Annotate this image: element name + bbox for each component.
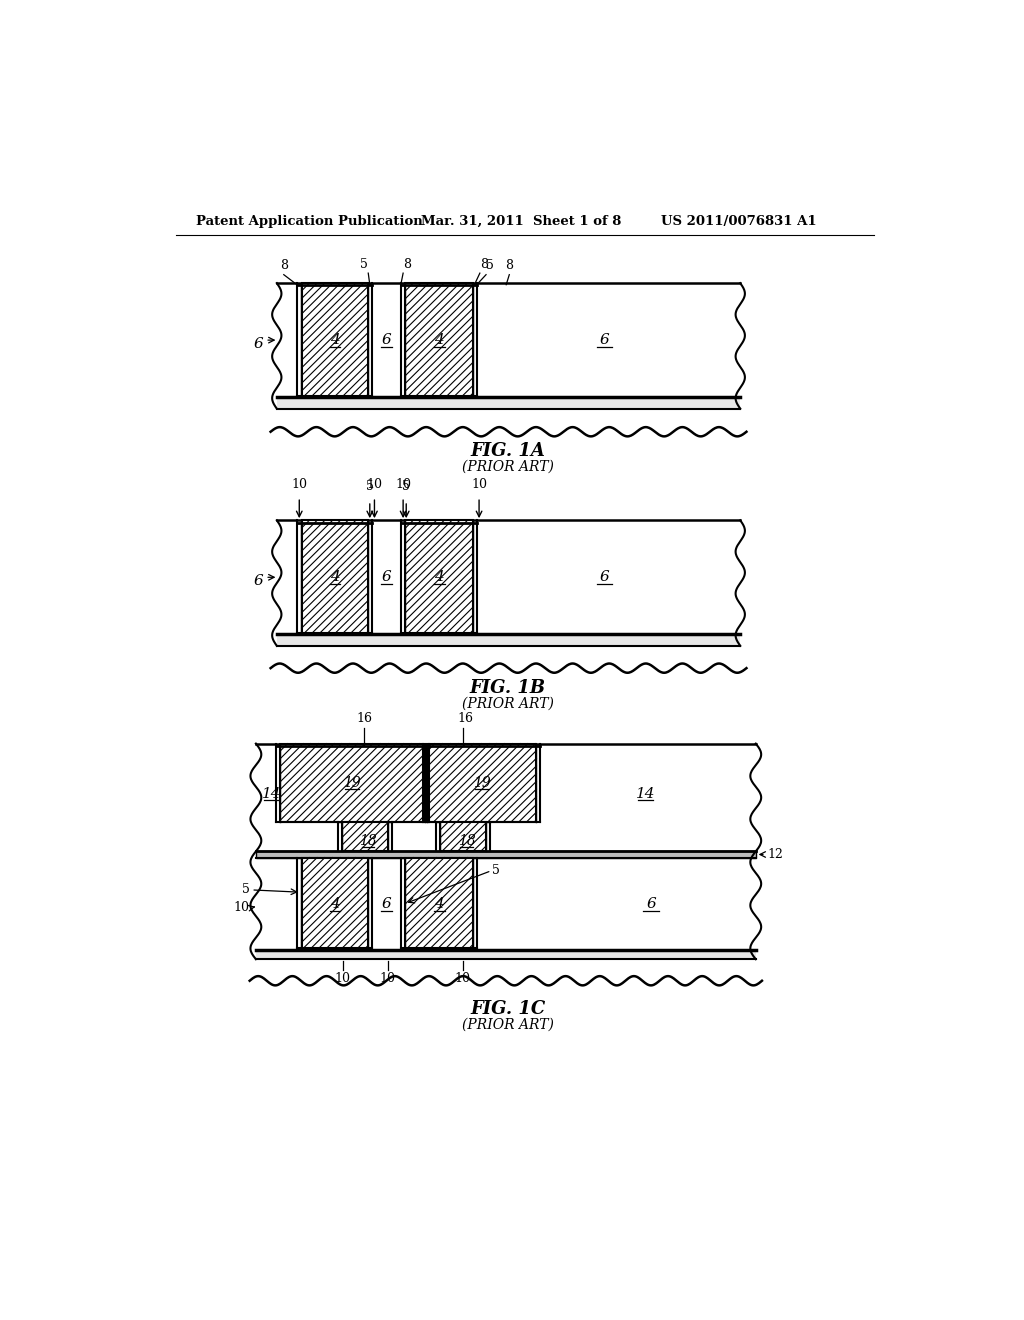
Text: 8: 8 (480, 257, 487, 271)
Text: 8: 8 (505, 259, 513, 272)
Bar (302, 284, 369, 397)
Text: 4: 4 (330, 896, 340, 911)
Text: 5: 5 (242, 883, 250, 896)
Text: 6: 6 (382, 570, 391, 585)
Text: 10: 10 (233, 902, 250, 915)
Text: Mar. 31, 2011  Sheet 1 of 8: Mar. 31, 2011 Sheet 1 of 8 (421, 215, 622, 228)
Bar (256, 851, 756, 858)
Text: 5: 5 (360, 257, 369, 271)
Text: 5: 5 (486, 259, 494, 272)
Text: FIG. 1A: FIG. 1A (470, 442, 545, 459)
Bar (302, 858, 369, 950)
Text: 18: 18 (458, 834, 475, 847)
Text: 19: 19 (343, 776, 361, 789)
Text: 5: 5 (366, 479, 374, 492)
Text: FIG. 1B: FIG. 1B (470, 680, 546, 697)
Text: 12: 12 (767, 847, 783, 861)
Text: 8: 8 (280, 259, 288, 272)
Text: (PRIOR ART): (PRIOR ART) (462, 1018, 554, 1032)
Text: Patent Application Publication: Patent Application Publication (197, 215, 423, 228)
Text: 19: 19 (473, 776, 490, 789)
Text: 5: 5 (402, 479, 411, 492)
Bar (427, 743, 537, 822)
Text: 18: 18 (359, 834, 377, 847)
Bar (342, 822, 388, 851)
Text: 10: 10 (380, 972, 395, 985)
Text: 4: 4 (434, 333, 444, 347)
Text: 4: 4 (330, 570, 340, 585)
Text: 14: 14 (261, 787, 282, 801)
Text: 10: 10 (335, 972, 350, 985)
Text: 16: 16 (458, 711, 474, 725)
Text: 6: 6 (254, 574, 263, 589)
Text: 4: 4 (434, 570, 444, 585)
Text: 10: 10 (471, 478, 487, 491)
Text: 10: 10 (367, 478, 382, 491)
Text: 6: 6 (382, 896, 391, 911)
Bar (406, 858, 473, 950)
Text: 14: 14 (636, 787, 655, 801)
Bar (302, 520, 369, 635)
Text: US 2011/0076831 A1: US 2011/0076831 A1 (662, 215, 817, 228)
Text: (PRIOR ART): (PRIOR ART) (462, 459, 554, 474)
Text: 10: 10 (291, 478, 307, 491)
Text: FIG. 1C: FIG. 1C (470, 1001, 546, 1018)
Bar (406, 284, 473, 397)
Text: 5: 5 (493, 865, 500, 878)
Text: 16: 16 (356, 711, 373, 725)
Text: 6: 6 (600, 333, 609, 347)
Text: 4: 4 (434, 896, 444, 911)
Text: 10: 10 (455, 972, 471, 985)
Bar (406, 520, 473, 635)
Text: 6: 6 (254, 337, 263, 351)
Text: 6: 6 (646, 896, 656, 911)
Bar (276, 397, 740, 409)
Text: (PRIOR ART): (PRIOR ART) (462, 697, 554, 710)
Text: 6: 6 (600, 570, 609, 585)
Text: 10: 10 (395, 478, 411, 491)
Text: 8: 8 (403, 257, 411, 271)
Text: 6: 6 (382, 333, 391, 347)
Bar (276, 635, 740, 645)
Bar (280, 743, 425, 822)
Bar (256, 950, 756, 960)
Bar (440, 822, 486, 851)
Text: 4: 4 (330, 333, 340, 347)
